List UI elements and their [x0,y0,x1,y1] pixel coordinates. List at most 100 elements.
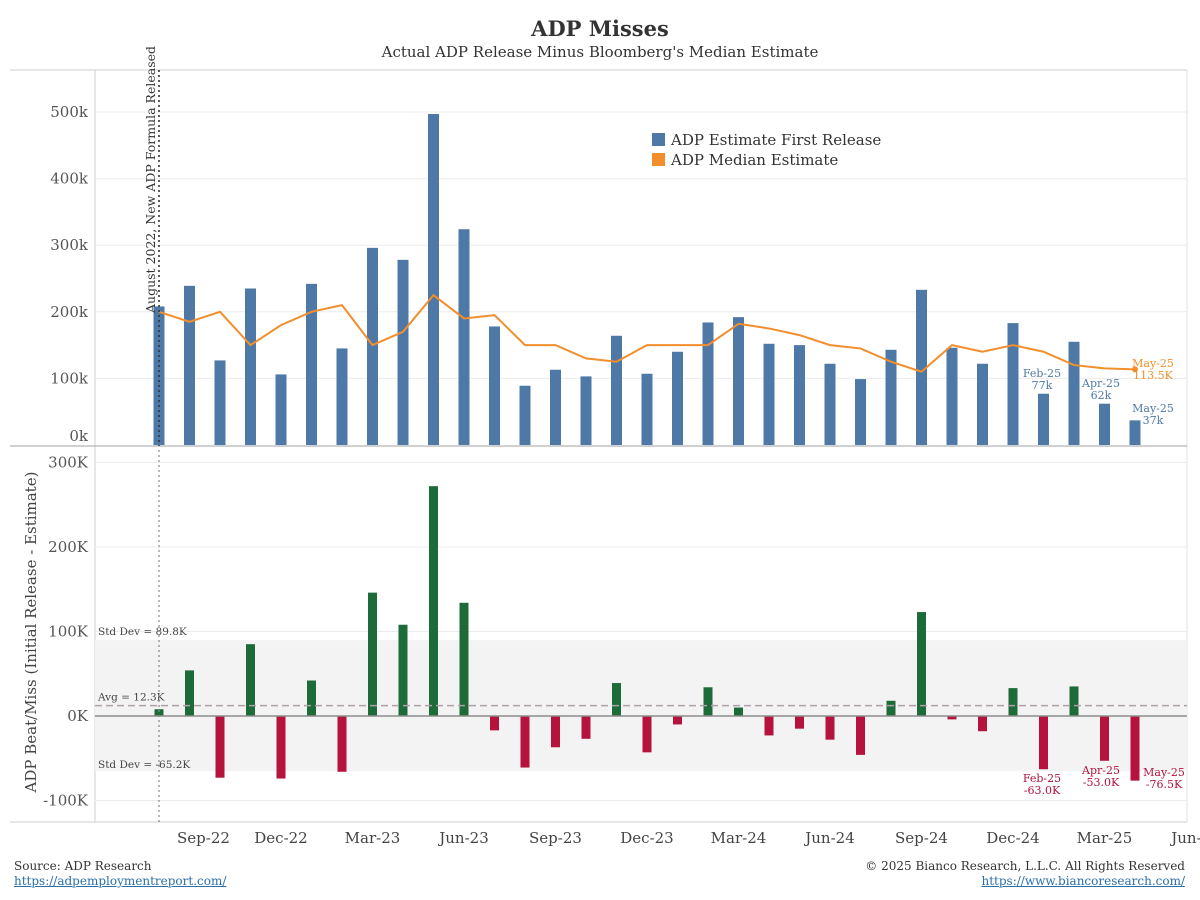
top-bar [214,360,226,445]
top-bar [336,348,348,445]
x-tick-label: Jun-23 [437,829,489,847]
x-tick-label: Jun-25 [1169,829,1200,847]
x-axis: Sep-22 Dec-22 Mar-23 Jun-23 Sep-23 Dec-23 Mar-… [177,829,1200,847]
top-bar [733,317,744,445]
beat-miss-bar [368,592,377,716]
beat-miss-bar [825,716,835,740]
beat-miss-bar [734,707,743,716]
bottom-y-tick-label: -100K [43,792,89,810]
beat-miss-bar [246,644,255,716]
x-tick-label: Sep-24 [895,829,948,847]
beat-miss-bar [581,716,591,739]
legend-swatch-bars [652,133,665,146]
chart-title: ADP Misses [531,16,669,41]
x-tick-label: Mar-23 [345,829,401,847]
top-panel: 0k 100k 200k 300k 400k 500k August 2022, New A… [50,46,1187,446]
top-bar [458,229,470,445]
beat-miss-bar [276,716,286,779]
beat-miss-bar [185,670,194,716]
beat-miss-bar [978,716,987,732]
beat-miss-bar [856,716,865,755]
bottom-annotation-month: Apr-25 [1081,764,1120,777]
bottom-y-tick-label: 0K [67,707,89,725]
source-link[interactable]: https://adpemploymentreport.com/ [14,874,226,888]
median-end-marker [1132,366,1138,373]
top-bar [916,289,927,445]
top-annotation-month: Apr-25 [1081,377,1120,390]
bottom-annotation-month: May-25 [1143,766,1185,779]
top-y-tick-label: 0k [69,427,89,445]
top-bar [641,373,653,445]
formula-change-label: August 2022, New ADP Formula Released [143,46,158,314]
x-tick-label: Sep-22 [177,829,230,847]
source-link-text[interactable]: https://adpemploymentreport.com/ [14,874,227,888]
top-bar [611,335,622,445]
top-bar [306,283,317,445]
beat-miss-bar [703,687,713,716]
beat-miss-bar [154,709,164,716]
beat-miss-bar [1008,688,1018,716]
beat-miss-bar [520,716,530,768]
bottom-y-axis-title: ADP Beat/Miss (Initial Release - Estimat… [22,472,40,794]
beat-miss-bar [1130,716,1140,781]
beat-miss-bar [673,716,682,725]
x-tick-label: Jun-24 [803,829,855,847]
top-y-tick-label: 300k [50,236,89,254]
top-annotation-month: Feb-25 [1023,367,1061,380]
top-annotation-value: 113.5K [1133,369,1173,382]
beat-miss-bar [764,716,774,736]
x-tick-label: Dec-22 [254,829,307,847]
top-bar [428,113,439,446]
top-bar [946,347,958,445]
top-y-tick-label: 400k [50,170,89,188]
x-tick-label: Mar-24 [711,829,767,847]
top-annotation-month: May-25 [1132,357,1174,370]
beat-miss-bar [947,716,957,720]
beat-miss-bar [917,612,926,716]
beat-miss-bar [429,486,438,716]
top-bar [794,345,805,445]
beat-miss-bar [307,680,316,716]
top-bar [184,285,195,445]
top-y-tick-label: 500k [50,103,89,121]
beat-miss-bar [1069,686,1079,716]
source-label: Source: ADP Research [14,859,152,873]
std-lower-label: Std Dev = -65.2K [98,759,190,771]
top-bar [824,363,836,445]
beat-miss-bar [795,716,804,729]
top-bar [885,349,897,445]
site-link-text[interactable]: https://www.biancoresearch.com/ [981,874,1185,888]
top-bar [550,369,561,445]
top-annotation-value: 77k [1032,379,1053,392]
beat-miss-bar [398,624,408,716]
bottom-annotation-value: -63.0K [1024,784,1061,797]
legend-label-bars: ADP Estimate First Release [670,131,881,149]
copyright-label: © 2025 Bianco Research, L.L.C. All Right… [865,859,1185,873]
top-bar [519,385,531,445]
beat-miss-bar [612,683,621,716]
chart-subtitle: Actual ADP Release Minus Bloomberg's Med… [381,43,819,61]
top-annotation-value: 37k [1143,414,1164,427]
top-bar [1007,323,1019,445]
top-bar [1129,420,1141,445]
x-tick-label: Dec-23 [620,829,673,847]
beat-miss-bar [1100,716,1109,761]
legend-swatch-line [652,153,665,166]
top-y-tick-label: 100k [50,369,89,387]
top-bar [977,363,988,445]
top-bar [1068,341,1080,445]
site-link[interactable]: https://www.biancoresearch.com/ [981,874,1185,888]
beat-miss-bar [1039,716,1048,770]
top-bar [672,351,683,445]
beat-miss-bar [459,602,469,716]
top-bar [275,374,287,445]
bottom-panel: -100K 0K 100K 200K 300K Std Dev = 89.8K Avg = … [22,450,1187,822]
bottom-y-tick-label: 100K [48,623,89,641]
bottom-y-tick-label: 200K [48,538,89,556]
top-bar [1038,393,1049,445]
median-estimate-line [158,293,1136,373]
top-annotation-value: 62k [1091,389,1112,402]
beat-miss-bar [886,700,896,716]
top-bar [763,343,775,445]
